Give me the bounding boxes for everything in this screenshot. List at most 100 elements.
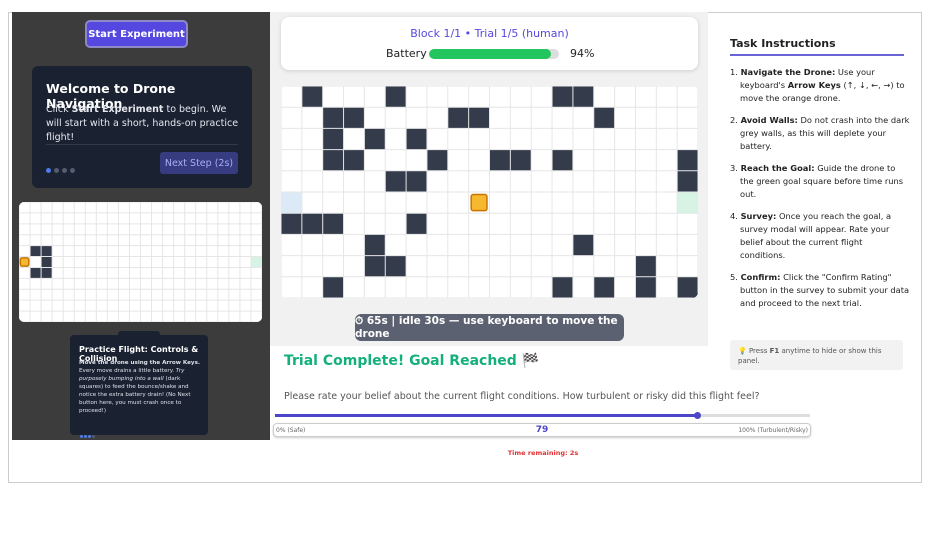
wall xyxy=(301,86,323,108)
text: Start Experiment xyxy=(71,104,164,115)
tab xyxy=(118,331,160,337)
tutorial-title: Welcome to Drone Navigation xyxy=(46,81,176,111)
instructions-title: Task Instructions xyxy=(730,37,836,50)
wall xyxy=(281,213,302,235)
wall xyxy=(364,234,386,256)
wall xyxy=(552,86,573,108)
wall xyxy=(552,149,573,171)
instruction-item: 1. Navigate the Drone: Use your keyboard… xyxy=(730,66,910,105)
wall xyxy=(406,213,427,235)
text: Every move drains a little battery. xyxy=(79,368,176,374)
wall xyxy=(385,170,407,192)
text: Reach the Goal: xyxy=(740,163,815,173)
text: Do not crash into the dark grey walls, a… xyxy=(740,115,910,151)
battery-track xyxy=(429,49,559,59)
maze-grid xyxy=(281,86,698,298)
battery-value: 94% xyxy=(570,47,595,60)
wall xyxy=(426,149,448,171)
timer: ⏱ 65s | idle 30s — use keyboard to move … xyxy=(355,314,624,341)
wall xyxy=(406,170,427,192)
instruction-list: 1. Navigate the Drone: Use your keyboard… xyxy=(730,66,910,319)
wall xyxy=(364,128,386,150)
min-label: 0% (Safe) xyxy=(276,427,306,434)
text: Click xyxy=(46,104,72,115)
text: 3. xyxy=(730,163,738,173)
goal-cell xyxy=(250,256,262,268)
wall xyxy=(322,128,344,150)
wall xyxy=(510,149,532,171)
start-cell xyxy=(281,192,302,214)
instruction-item: 4. Survey: Once you reach the goal, a su… xyxy=(730,210,910,262)
practice-body: Move the drone using the Arrow Keys. Eve… xyxy=(79,359,203,415)
underline xyxy=(730,54,904,56)
wall xyxy=(30,245,42,257)
text: Guide the drone to the green goal square… xyxy=(740,163,904,199)
text: Use your keyboard's xyxy=(740,67,875,90)
wall xyxy=(322,107,344,129)
drone xyxy=(470,193,488,212)
text: Click the "Confirm Rating" button in the… xyxy=(740,272,910,308)
wall xyxy=(41,267,53,279)
text: 2. xyxy=(730,115,738,125)
text: Try purposely bumping into a wall xyxy=(79,368,185,382)
text: 4. xyxy=(730,211,738,221)
wall xyxy=(677,149,698,171)
max-label: 100% (Turbulent/Risky) xyxy=(738,427,808,434)
wall xyxy=(447,107,469,129)
text: (dark squares) to feed the bounce/shake … xyxy=(79,376,191,414)
wall xyxy=(593,107,615,129)
next-button[interactable]: Next Step (2s) xyxy=(160,152,238,174)
wall xyxy=(385,86,407,108)
wall xyxy=(677,276,698,298)
divider xyxy=(46,144,238,145)
text: to begin. We will start with a short, ha… xyxy=(46,104,239,143)
slider-thumb[interactable] xyxy=(693,412,701,419)
wall xyxy=(322,149,344,171)
wall xyxy=(593,276,615,298)
battery-label: Battery xyxy=(386,47,427,60)
wall xyxy=(635,276,657,298)
dots xyxy=(80,423,98,442)
wall xyxy=(552,276,573,298)
dots xyxy=(46,158,78,177)
text: (↑, ↓, ←, →) to move the orange drone. xyxy=(740,80,905,103)
slider-fill xyxy=(275,412,701,419)
text: anytime to hide or show this panel. xyxy=(738,347,882,365)
left-panel: Start Experiment Welcome to Drone Naviga… xyxy=(12,12,270,440)
result: Trial Complete! Goal Reached 🏁 xyxy=(284,353,540,369)
wall xyxy=(677,170,698,192)
text: Confirm: xyxy=(740,272,781,282)
text: Move the drone using the Arrow Keys. xyxy=(79,360,201,366)
tutorial-body: Click Start Experiment to begin. We will… xyxy=(46,103,242,145)
wall xyxy=(301,213,323,235)
instructions-panel: Task Instructions 1. Navigate the Drone:… xyxy=(708,12,922,482)
text: Survey: xyxy=(740,211,777,221)
wall xyxy=(385,255,407,277)
help-box: 💡 Press F1 anytime to hide or show this … xyxy=(730,340,903,370)
start-button[interactable]: Start Experiment xyxy=(85,20,188,48)
practice-card: Practice Flight: Controls & Collision Mo… xyxy=(70,335,208,438)
status-card: Block 1/1 • Trial 1/5 (human) Battery 94… xyxy=(281,17,698,70)
wall xyxy=(572,86,594,108)
wall xyxy=(322,213,344,235)
mini-grid xyxy=(19,202,262,322)
tutorial-card: Welcome to Drone Navigation Click Start … xyxy=(32,66,252,188)
text: Navigate the Drone: xyxy=(740,67,836,77)
instruction-item: 2. Avoid Walls: Do not crash into the da… xyxy=(730,114,910,153)
wall xyxy=(343,107,365,129)
wall xyxy=(364,255,386,277)
wall xyxy=(572,234,594,256)
time-remaining: Time remaining: 2s xyxy=(507,449,579,457)
wall xyxy=(468,107,490,129)
wall xyxy=(635,255,657,277)
practice-title: Practice Flight: Controls & Collision xyxy=(79,345,199,363)
text: Arrow Keys xyxy=(787,80,841,90)
wall xyxy=(41,256,53,268)
text: Avoid Walls: xyxy=(740,115,798,125)
instruction-item: 3. Reach the Goal: Guide the drone to th… xyxy=(730,162,910,201)
text: Once you reach the goal, a survey modal … xyxy=(740,211,892,260)
text: 1. xyxy=(730,67,738,77)
slider-track[interactable] xyxy=(275,412,810,419)
goal-cell xyxy=(677,192,698,214)
wall xyxy=(30,267,42,279)
